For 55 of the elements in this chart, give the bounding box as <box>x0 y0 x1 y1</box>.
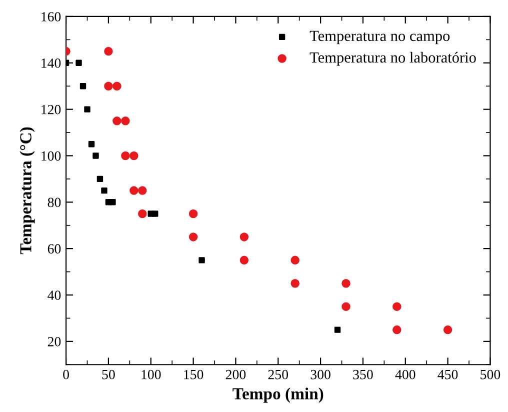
point <box>121 116 130 126</box>
point <box>104 82 113 90</box>
point <box>88 141 95 148</box>
x-tick-label: 150 <box>184 370 204 380</box>
legend-label: Temperatura no campo <box>310 30 450 44</box>
point <box>342 279 350 288</box>
point <box>392 302 402 311</box>
point <box>110 199 116 206</box>
x-tick-label: 200 <box>226 370 246 380</box>
x-tick-label: 50 <box>102 370 115 380</box>
legend-label: Temperatura no laboratório <box>310 52 476 66</box>
y-tick-label: 80 <box>48 198 61 208</box>
y-tick-label: 20 <box>48 336 61 346</box>
point <box>130 151 138 160</box>
x-tick-label: 250 <box>268 370 288 380</box>
point <box>342 302 350 311</box>
point <box>138 186 147 195</box>
point <box>240 256 249 265</box>
x-axis-title: Tempo (min) <box>232 388 324 403</box>
point <box>84 106 90 112</box>
y-tick-label: 60 <box>48 244 61 254</box>
point <box>101 187 108 194</box>
x-tick-label: 500 <box>480 370 500 380</box>
point <box>392 325 402 334</box>
point <box>138 209 147 218</box>
x-tick-label: 0 <box>63 370 69 380</box>
y-tick-label: 120 <box>42 104 61 114</box>
y-tick-label: 40 <box>48 290 61 300</box>
y-tick-label: 140 <box>42 58 61 68</box>
y-tick-label: 100 <box>42 151 61 161</box>
y-tick-label: 160 <box>42 12 61 22</box>
point <box>188 209 198 218</box>
point <box>104 46 113 56</box>
point <box>334 326 341 333</box>
point <box>80 83 86 90</box>
x-tick-label: 100 <box>142 370 161 380</box>
x-tick-label: 450 <box>438 370 458 380</box>
point <box>290 256 300 265</box>
point <box>443 325 452 334</box>
point <box>290 279 300 288</box>
point <box>152 210 158 217</box>
point <box>76 60 82 66</box>
point <box>92 152 99 159</box>
point <box>198 257 205 264</box>
point <box>121 151 130 160</box>
point <box>96 176 104 182</box>
x-tick-label: 400 <box>395 370 416 380</box>
point <box>112 116 122 126</box>
x-tick-label: 300 <box>310 370 330 380</box>
point <box>112 82 122 90</box>
point <box>188 232 198 242</box>
point <box>130 186 138 195</box>
y-axis-title: Temperatura (°C) <box>20 127 35 254</box>
x-tick-label: 350 <box>353 370 373 380</box>
point <box>240 232 249 242</box>
